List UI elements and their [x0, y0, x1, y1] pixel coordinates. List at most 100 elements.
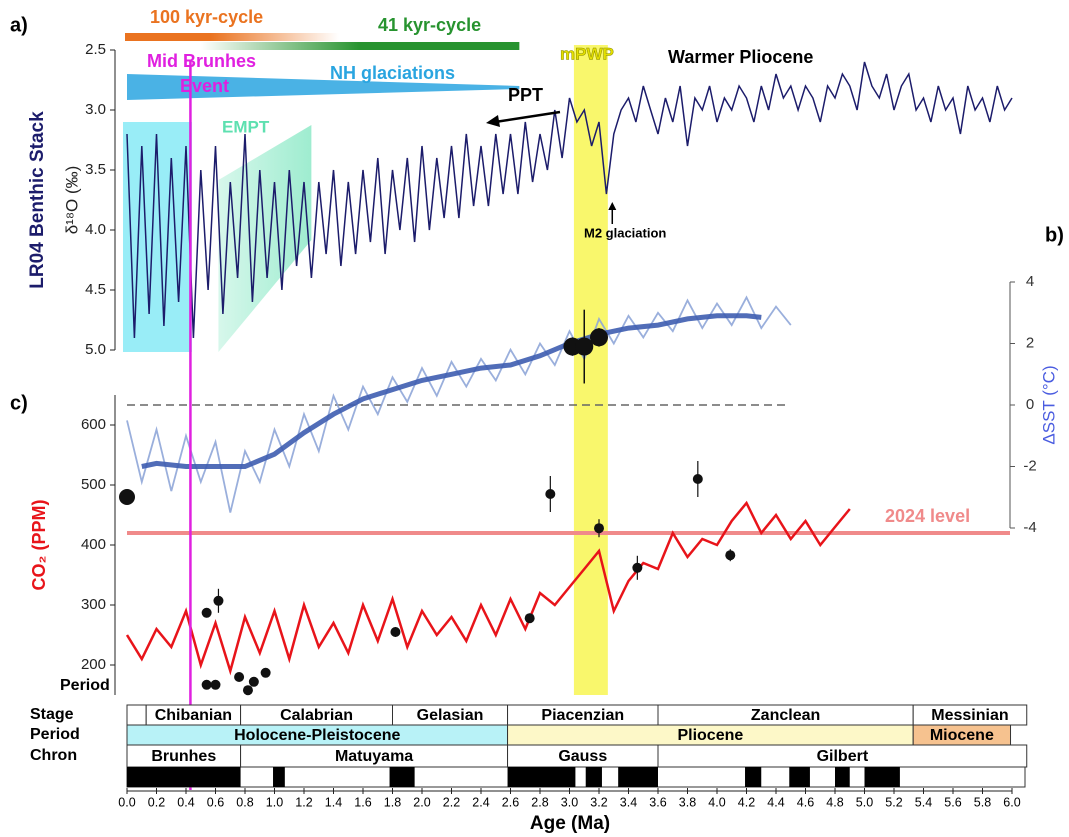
y-tick-label: 2.5 — [85, 41, 106, 58]
x-tick-label: 4.2 — [738, 795, 755, 809]
x-tick-label: 3.0 — [561, 795, 578, 809]
y-tick-label: 4 — [1026, 273, 1034, 290]
x-tick-label: 5.0 — [856, 795, 873, 809]
sst-line — [141, 313, 762, 469]
unit-label: Holocene-Pleistocene — [234, 727, 400, 744]
ppt-arrow — [494, 110, 561, 124]
normal-polarity — [789, 767, 810, 787]
x-tick-label: 1.4 — [325, 795, 342, 809]
x-tick-label: 0.4 — [177, 795, 194, 809]
co2-point — [524, 613, 535, 624]
x-tick-label: 5.2 — [885, 795, 902, 809]
co2-point — [725, 550, 736, 561]
unit-label: Zanclean — [751, 707, 820, 724]
y-tick-label: 600 — [81, 416, 106, 433]
x-tick-label: 4.6 — [797, 795, 814, 809]
x-tick-label: 3.8 — [679, 795, 696, 809]
mpwp-label: mPWP — [560, 44, 614, 63]
warm-pliocene-label: Warmer Pliocene — [668, 47, 813, 67]
unit-label: Matuyama — [335, 748, 413, 765]
panel-label: c) — [10, 392, 28, 414]
sst-point — [575, 337, 594, 356]
co2-point — [692, 474, 703, 484]
unit-label: Miocene — [930, 727, 994, 744]
unit-label: Gelasian — [417, 707, 484, 724]
x-tick-label: 1.6 — [354, 795, 371, 809]
x-tick-label: 4.4 — [767, 795, 784, 809]
x-tick-label: 3.2 — [590, 795, 607, 809]
m2-arrowhead — [608, 202, 617, 210]
unit-label: Gauss — [558, 748, 607, 765]
x-tick-label: 2.6 — [502, 795, 519, 809]
panel-label: b) — [1045, 224, 1064, 246]
y-tick-label: 3.0 — [85, 101, 106, 118]
mbe-label: Mid Brunhes — [147, 51, 256, 71]
x-tick-label: 6.0 — [1003, 795, 1020, 809]
normal-polarity — [618, 767, 658, 787]
y-axis-title: LR04 Benthic Stack — [27, 111, 48, 289]
x-tick-label: 4.0 — [708, 795, 725, 809]
co2-point — [390, 627, 401, 637]
x-tick-label: 1.0 — [266, 795, 283, 809]
unit-label: Brunhes — [151, 748, 216, 765]
x-tick-label: 1.2 — [295, 795, 312, 809]
x-tick-label: 5.6 — [944, 795, 961, 809]
x-tick-label: 4.8 — [826, 795, 843, 809]
x-tick-label: 0.2 — [148, 795, 165, 809]
sst-point — [590, 328, 608, 347]
y-tick-label: 200 — [81, 656, 106, 673]
x-tick-label: 2.4 — [472, 795, 489, 809]
normal-polarity — [864, 767, 900, 787]
ppt-label: PPT — [508, 85, 543, 105]
x-tick-label: 5.8 — [974, 795, 991, 809]
normal-polarity — [835, 767, 850, 787]
kyr41-bar — [200, 42, 520, 50]
y-tick-label: 4.5 — [85, 281, 106, 298]
co2-point — [210, 679, 221, 690]
normal-polarity — [273, 767, 285, 787]
y-tick-label: 300 — [81, 596, 106, 613]
unit-label: Gilbert — [817, 748, 869, 765]
x-tick-label: 0.8 — [236, 795, 253, 809]
normal-polarity — [127, 767, 241, 787]
d18o-line — [126, 61, 1013, 339]
co2-point — [248, 676, 259, 687]
row-label: Chron — [30, 747, 77, 764]
stray-label: Period — [60, 677, 110, 694]
y-tick-label: 500 — [81, 476, 106, 493]
y-tick-label: 3.5 — [85, 161, 106, 178]
empt-label: EMPT — [222, 117, 270, 136]
row-label: Period — [30, 726, 80, 743]
panel-label: a) — [10, 14, 28, 36]
unit-label: Messinian — [931, 707, 1008, 724]
unit-label: Piacenzian — [541, 707, 624, 724]
y-axis-title: CO₂ (PPM) — [29, 500, 49, 591]
y-tick-label: 0 — [1026, 396, 1034, 413]
co2-point — [201, 607, 212, 618]
co2-line — [125, 500, 851, 676]
y-tick-label: 2 — [1026, 334, 1034, 351]
nh-label: NH glaciations — [330, 63, 455, 83]
row-label: Stage — [30, 706, 74, 723]
y-tick-label: 4.0 — [85, 221, 106, 238]
co2-point — [594, 523, 604, 534]
x-tick-label: 1.8 — [384, 795, 401, 809]
co2-point — [545, 489, 556, 499]
reference-label: 2024 level — [885, 506, 970, 526]
y-tick-label: -4 — [1023, 519, 1036, 536]
ppt-arrowhead — [486, 115, 500, 127]
co2-point — [260, 667, 271, 678]
x-tick-label: 2.0 — [413, 795, 430, 809]
x-tick-label: 0.6 — [207, 795, 224, 809]
unit-label: Chibanian — [155, 707, 232, 724]
x-tick-label: 5.4 — [915, 795, 932, 809]
x-axis-title: Age (Ma) — [530, 813, 610, 834]
x-tick-label: 2.2 — [443, 795, 460, 809]
y-tick-label: 5.0 — [85, 341, 106, 358]
x-tick-label: 3.4 — [620, 795, 637, 809]
unit-label: Calabrian — [280, 707, 353, 724]
normal-polarity — [745, 767, 762, 787]
kyr100-bar — [125, 33, 339, 41]
